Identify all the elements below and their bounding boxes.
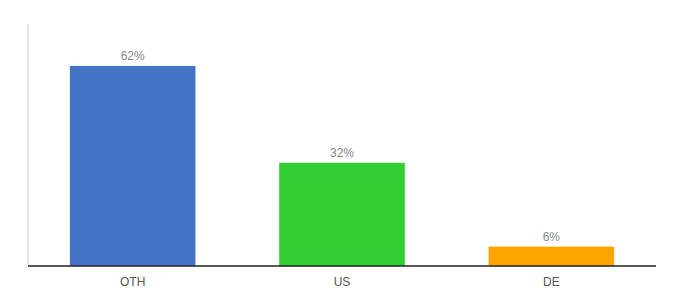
data-label: 62% xyxy=(121,49,145,63)
data-label: 32% xyxy=(330,146,354,160)
data-label: 6% xyxy=(543,230,561,244)
chart-container: 62% 32% 6% OTH US DE xyxy=(0,0,680,300)
bars xyxy=(70,66,614,266)
bar xyxy=(489,247,615,266)
x-axis-line xyxy=(28,265,656,267)
x-tick-label: DE xyxy=(543,275,560,289)
chart: 62% 32% 6% OTH US DE xyxy=(0,0,680,300)
bar xyxy=(279,163,405,266)
x-tick-label: OTH xyxy=(120,275,145,289)
y-axis-line xyxy=(28,24,29,266)
x-tick-label: US xyxy=(334,275,351,289)
bar xyxy=(70,66,196,266)
